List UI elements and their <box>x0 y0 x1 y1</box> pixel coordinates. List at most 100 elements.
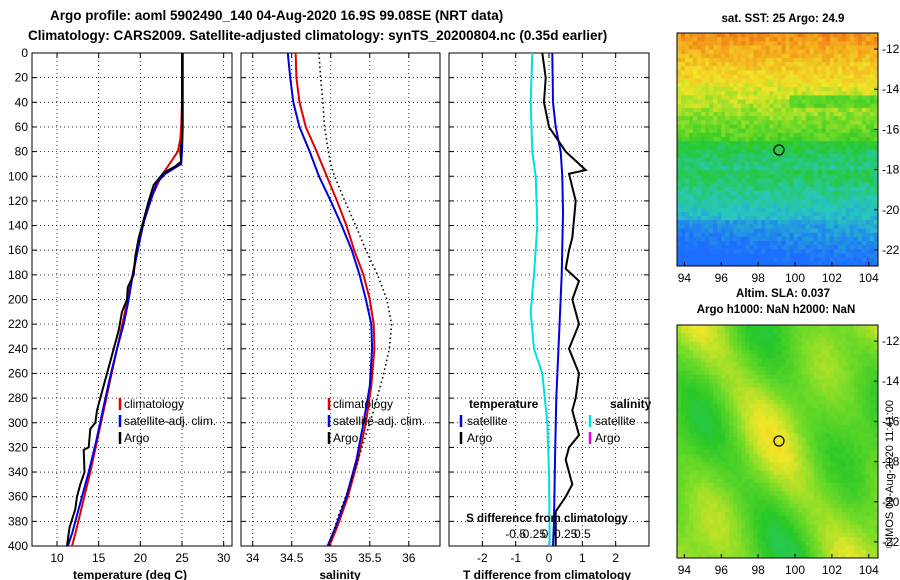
heatmap-cell <box>737 245 742 250</box>
heatmap-cell <box>713 416 718 422</box>
heatmap-cell <box>677 137 682 142</box>
heatmap-cell <box>765 329 770 334</box>
heatmap-cell <box>797 149 803 155</box>
heatmap-cell <box>681 474 686 480</box>
heatmap-cell <box>749 232 754 238</box>
heatmap-cell <box>745 45 750 51</box>
heatmap-cell <box>853 53 859 59</box>
heatmap-cell <box>805 78 811 84</box>
heatmap-cell <box>865 74 871 80</box>
t-difference-label: T difference from climatology <box>463 568 631 580</box>
heatmap-cell <box>801 224 807 229</box>
heatmap-cell <box>853 395 859 401</box>
heatmap-cell <box>865 103 871 109</box>
heatmap-cell <box>797 107 803 113</box>
heatmap-cell <box>677 458 682 463</box>
heatmap-cell <box>717 153 722 159</box>
heatmap-cell <box>765 404 770 409</box>
heatmap-cell <box>805 57 811 63</box>
heatmap-cell <box>789 358 794 363</box>
heatmap-cell <box>677 261 682 267</box>
heatmap-cell <box>813 211 819 217</box>
heatmap-cell <box>813 128 819 134</box>
heatmap-cell <box>873 216 879 221</box>
heatmap-cell <box>869 178 875 184</box>
heatmap-cell <box>825 437 831 442</box>
heatmap-cell <box>833 195 839 200</box>
heatmap-cell <box>733 170 738 175</box>
heatmap-cell <box>757 261 762 267</box>
heatmap-cell <box>725 241 730 246</box>
heatmap-cell <box>845 445 851 451</box>
heatmap-cell <box>769 449 774 455</box>
heatmap-cell <box>793 62 798 67</box>
heatmap-cell <box>753 53 758 59</box>
heatmap-cell <box>841 362 847 367</box>
heatmap-cell <box>725 466 730 471</box>
heatmap-cell <box>809 404 815 409</box>
heatmap-cell <box>797 253 803 259</box>
heatmap-cell <box>841 191 847 196</box>
heatmap-cell <box>717 345 722 351</box>
heatmap-cell <box>869 62 875 67</box>
heatmap-cell <box>717 99 722 105</box>
heatmap-cell <box>865 116 871 121</box>
heatmap-cell <box>829 458 835 463</box>
heatmap-cell <box>725 474 730 480</box>
heatmap-cell <box>785 449 790 455</box>
heatmap-cell <box>681 91 686 96</box>
heatmap-cell <box>833 408 839 413</box>
heatmap-cell <box>769 78 774 84</box>
heatmap-cell <box>773 37 778 42</box>
heatmap-cell <box>737 170 742 175</box>
heatmap-cell <box>685 453 690 459</box>
heatmap-cell <box>865 57 871 63</box>
heatmap-cell <box>721 466 726 471</box>
heatmap-cell <box>717 261 722 267</box>
heatmap-cell <box>789 449 794 455</box>
heatmap-cell <box>845 107 851 113</box>
heatmap-cell <box>765 387 770 392</box>
heatmap-cell <box>681 203 686 209</box>
heatmap-cell <box>873 404 879 409</box>
heatmap-cell <box>761 333 766 338</box>
heatmap-cell <box>705 153 710 159</box>
heatmap-cell <box>757 232 762 238</box>
heatmap-cell <box>829 466 835 471</box>
heatmap-cell <box>689 199 694 204</box>
heatmap-cell <box>865 70 871 75</box>
heatmap-cell <box>809 78 815 84</box>
heatmap-cell <box>685 174 690 179</box>
heatmap-cell <box>713 49 718 55</box>
heatmap-cell <box>737 453 742 459</box>
heatmap-cell <box>749 441 754 447</box>
heatmap-cell <box>709 349 714 355</box>
heatmap-cell <box>853 107 859 113</box>
heatmap-cell <box>697 345 702 351</box>
heatmap-cell <box>817 412 823 417</box>
heatmap-cell <box>753 399 758 405</box>
heatmap-cell <box>793 191 798 196</box>
heatmap-cell <box>681 453 686 459</box>
heatmap-cell <box>865 236 871 242</box>
heatmap-cell <box>725 445 730 451</box>
heatmap-cell <box>829 337 835 343</box>
heatmap-cell <box>861 408 867 413</box>
heatmap-cell <box>693 462 698 467</box>
heatmap-cell <box>765 186 770 192</box>
temp-legend-argo: Argo <box>124 431 150 445</box>
heatmap-cell <box>729 429 734 434</box>
heatmap-cell <box>873 232 879 238</box>
heatmap-cell <box>749 128 754 134</box>
heatmap-cell <box>813 57 819 63</box>
heatmap-cell <box>777 349 782 355</box>
heatmap-cell <box>813 199 819 204</box>
heatmap-cell <box>685 153 690 159</box>
difference-legend: temperature satellite Argo salinity sate… <box>459 397 652 445</box>
heatmap-cell <box>681 354 686 359</box>
heatmap-cell <box>853 404 859 409</box>
heatmap-cell <box>729 132 734 138</box>
heatmap-cell <box>689 41 694 46</box>
x-tick-label: 34 <box>246 551 260 565</box>
heatmap-cell <box>825 33 831 38</box>
